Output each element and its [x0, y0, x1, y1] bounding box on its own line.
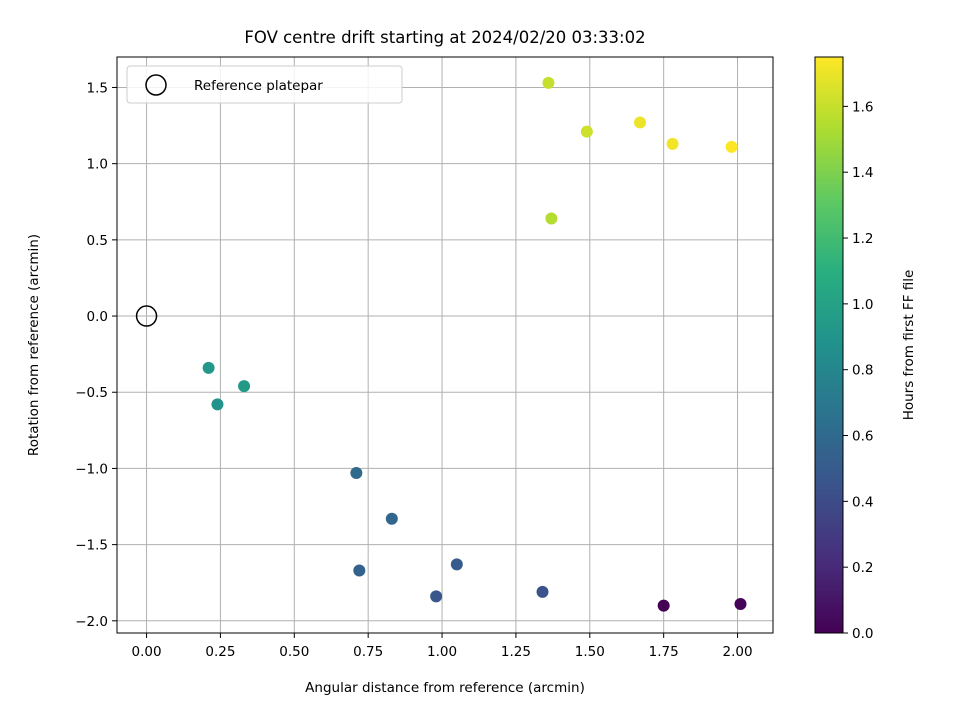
y-axis-label: Rotation from reference (arcmin) [26, 234, 42, 456]
x-tick-label: 1.25 [501, 644, 531, 660]
y-tick-label: 0.5 [87, 233, 108, 249]
scatter-point [202, 361, 215, 374]
grid-lines [117, 57, 773, 633]
scatter-point [734, 598, 747, 611]
colorbar-tick-label: 0.0 [852, 626, 873, 642]
scatter-point [211, 398, 224, 411]
scatter-point [350, 467, 363, 479]
plot-frame [116, 56, 774, 634]
x-tick-label: 0.75 [353, 644, 383, 660]
colorbar-label: Hours from first FF file [901, 270, 917, 421]
scatter-point [450, 558, 463, 571]
y-axis-ticks: −2.0 −1.5 −1.0 −0.5 0.0 0.5 1.0 1.5 [75, 80, 117, 630]
y-tick-label: −1.0 [75, 461, 108, 477]
y-tick-label: −0.5 [75, 385, 108, 401]
legend-marker-open-circle [145, 74, 167, 96]
x-tick-label: 1.75 [649, 644, 679, 660]
scatter-point [385, 512, 398, 525]
scatter-point [545, 212, 558, 225]
scatter-point [634, 116, 647, 129]
legend: Reference platepar [126, 65, 403, 104]
data-points [202, 76, 747, 612]
y-tick-label: 1.0 [87, 157, 108, 173]
x-tick-label: 0.00 [132, 644, 162, 660]
y-tick-label: −1.5 [75, 538, 108, 554]
x-tick-label: 2.00 [723, 644, 753, 660]
colorbar-tick-label: 1.4 [852, 165, 873, 181]
chart-title: FOV centre drift starting at 2024/02/20 … [244, 28, 645, 47]
scatter-point [353, 564, 366, 577]
scatter-point [542, 76, 555, 89]
x-tick-label: 0.50 [279, 644, 309, 660]
x-tick-label: 1.00 [427, 644, 457, 660]
x-axis-ticks: 0.00 0.25 0.50 0.75 1.00 1.25 1.50 1.75 2.00 [132, 633, 753, 660]
scatter-point [536, 585, 549, 598]
x-tick-label: 1.50 [575, 644, 605, 660]
colorbar-ticks: 0.0 0.2 0.4 0.6 0.8 1.0 1.2 1.4 1.6 [843, 99, 873, 642]
scatter-point [657, 599, 670, 612]
scatter-point [238, 380, 251, 393]
x-axis-label: Angular distance from reference (arcmin) [305, 680, 585, 696]
colorbar: 0.0 0.2 0.4 0.6 0.8 1.0 1.2 1.4 1.6 Hours from f… [814, 56, 917, 642]
y-tick-label: −2.0 [75, 614, 108, 630]
scatter-point [725, 140, 738, 153]
legend-box [126, 65, 403, 104]
reference-platepar-marker [135, 305, 158, 327]
colorbar-tick-label: 1.0 [852, 297, 873, 313]
scatter-point [666, 137, 679, 150]
colorbar-tick-label: 1.6 [852, 99, 873, 115]
colorbar-tick-label: 0.4 [852, 494, 873, 510]
colorbar-tick-label: 0.6 [852, 429, 873, 445]
y-tick-label: 1.5 [87, 80, 108, 96]
colorbar-gradient [814, 56, 844, 634]
colorbar-tick-label: 0.2 [852, 560, 873, 576]
scatter-point [430, 590, 443, 603]
colorbar-tick-label: 0.8 [852, 363, 873, 379]
colorbar-tick-label: 1.2 [852, 231, 873, 247]
scatter-point [580, 125, 593, 138]
y-tick-label: 0.0 [87, 309, 108, 325]
legend-label: Reference platepar [194, 78, 323, 94]
x-tick-label: 0.25 [205, 644, 235, 660]
